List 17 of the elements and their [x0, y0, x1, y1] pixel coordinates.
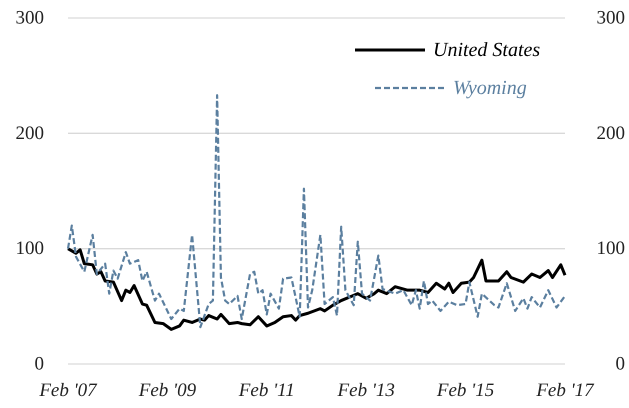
y-tick-label: 100	[16, 238, 44, 260]
legend-label: United States	[433, 39, 540, 61]
x-tick-label: Feb '17	[535, 380, 596, 401]
x-tick-label: Feb '07	[38, 380, 98, 401]
y-tick-label: 0	[34, 354, 44, 374]
legend-label: Wyoming	[453, 77, 527, 99]
x-tick-label: Feb '09	[138, 380, 197, 401]
x-tick-label: Feb '15	[436, 380, 494, 401]
x-tick-label: Feb '11	[238, 380, 295, 401]
y-tick-label: 200	[16, 122, 44, 144]
x-tick-label: Feb '13	[336, 380, 395, 401]
y2-tick-label: 0	[616, 354, 625, 374]
y2-tick-label: 300	[596, 8, 625, 28]
y2-tick-label: 100	[596, 238, 625, 260]
line-series	[66, 247, 566, 331]
y2-tick-label: 200	[596, 122, 625, 144]
y-tick-label: 300	[16, 8, 44, 28]
